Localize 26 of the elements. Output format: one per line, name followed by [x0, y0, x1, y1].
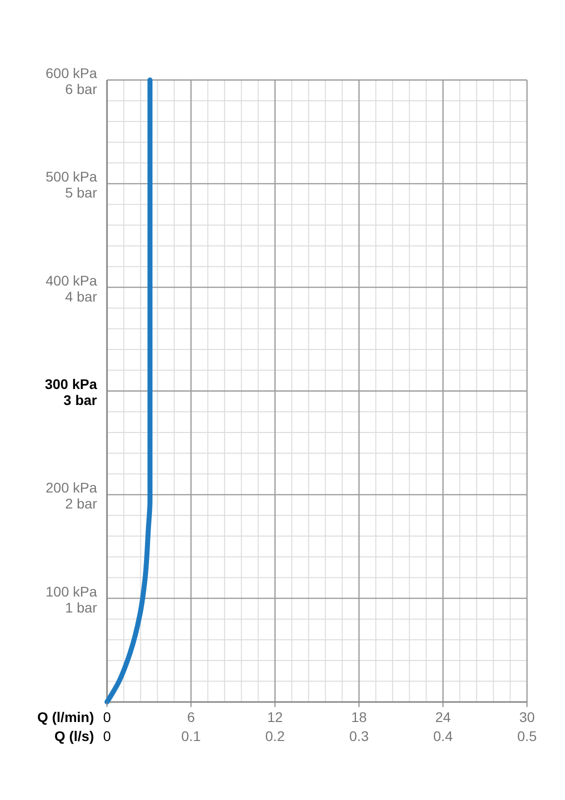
x-axis-title: Q (l/min)	[37, 709, 94, 725]
y-tick-label: 500 kPa	[46, 168, 98, 185]
x2-tick-label: 0.5	[517, 728, 537, 744]
x2-tick-label: 0.2	[265, 728, 285, 744]
y2-tick-label: 1 bar	[65, 599, 98, 616]
x2-tick-label: 0	[103, 728, 112, 744]
y-tick-label: 600 kPa	[46, 65, 98, 81]
y2-tick-label: 2 bar	[65, 496, 98, 512]
x2-tick-label: 0.1	[181, 728, 201, 744]
x2-axis-title: Q (l/s)	[54, 728, 94, 744]
x2-tick-label: 0.3	[349, 728, 369, 744]
y-tick-label: 300 kPa	[44, 376, 98, 392]
x-tick-label: 0	[103, 709, 112, 725]
y-tick-label: 400 kPa	[46, 272, 98, 288]
x-tick-label: 6	[187, 709, 196, 725]
y2-tick-label: 4 bar	[65, 288, 98, 304]
x2-tick-label: 0.4	[433, 728, 453, 744]
x-tick-label: 18	[351, 709, 367, 725]
y-tick-label: 100 kPa	[46, 583, 98, 600]
x-tick-label: 12	[267, 709, 283, 725]
y2-tick-label: 5 bar	[65, 184, 98, 201]
y2-tick-label: 3 bar	[64, 392, 98, 408]
y2-tick-label: 6 bar	[65, 81, 98, 97]
x-tick-label: 30	[519, 709, 535, 725]
x-tick-label: 24	[435, 709, 451, 725]
y-tick-label: 200 kPa	[46, 480, 98, 496]
